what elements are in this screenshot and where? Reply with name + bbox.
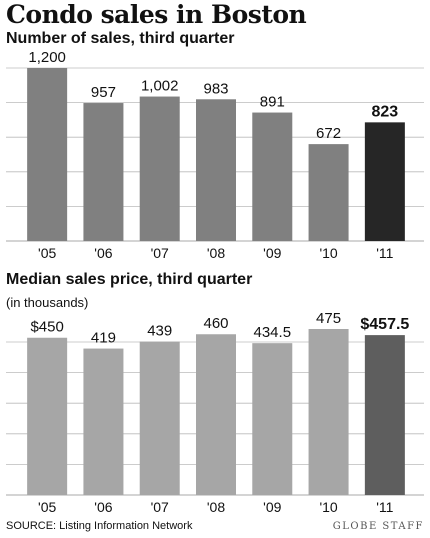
data-label-3: 460: [203, 315, 228, 332]
data-label-0: 1,200: [28, 50, 66, 66]
page-title: Condo sales in Boston: [6, 0, 307, 29]
data-label-5: 475: [316, 312, 341, 327]
data-label-2: 1,002: [141, 78, 179, 95]
credit-line: GLOBE STAFF: [332, 521, 424, 532]
bar-4: [252, 343, 293, 495]
data-label-1: 419: [91, 330, 116, 347]
tick-label-4: '09: [263, 245, 281, 261]
bar-4: [252, 112, 293, 241]
bar-2: [139, 96, 180, 241]
tick-label-6: '11: [376, 499, 393, 515]
source-note: SOURCE: Listing Information Network: [6, 520, 193, 532]
tick-label-3: '08: [207, 499, 225, 515]
data-label-1: 957: [91, 84, 116, 101]
data-label-4: 891: [260, 94, 285, 111]
tick-label-1: '06: [94, 245, 112, 261]
bar-0: [27, 337, 68, 495]
tick-label-3: '08: [207, 245, 225, 261]
tick-label-5: '10: [319, 499, 337, 515]
bar-5: [308, 329, 349, 495]
data-label-4: 434.5: [254, 324, 292, 341]
tick-label-1: '06: [94, 499, 112, 515]
tick-label-2: '07: [151, 499, 169, 515]
bar-5: [308, 144, 349, 241]
median-price-chart: $450 '05 419 '06 439 '07 460 '08 434.5 '09 475 '10 $…: [6, 312, 424, 515]
bar-3: [196, 99, 236, 241]
tick-label-4: '09: [263, 499, 281, 515]
data-label-2: 439: [147, 323, 172, 340]
tick-label-0: '05: [38, 245, 56, 261]
bar-0: [27, 68, 68, 241]
bar-6: [364, 335, 405, 495]
tick-label-2: '07: [151, 245, 169, 261]
data-label-0: $450: [30, 319, 63, 336]
chart2-subtitle: (in thousands): [6, 295, 89, 310]
bar-2: [139, 341, 180, 495]
data-label-6: $457.5: [360, 316, 409, 333]
chart2-title: Median sales price, third quarter: [6, 271, 253, 288]
data-label-5: 672: [316, 125, 341, 142]
chart1-title: Number of sales, third quarter: [6, 30, 235, 47]
bar-6: [364, 122, 405, 241]
tick-label-0: '05: [38, 499, 56, 515]
data-label-6: 823: [372, 103, 399, 120]
bar-3: [196, 334, 236, 495]
bar-1: [83, 348, 124, 495]
tick-label-5: '10: [319, 245, 337, 261]
bar-1: [83, 103, 124, 241]
sales-count-chart: 1,200 '05 957 '06 1,002 '07 983 '08 891 '09 672 '10…: [6, 50, 424, 261]
tick-label-6: '11: [376, 245, 393, 261]
data-label-3: 983: [203, 80, 228, 97]
